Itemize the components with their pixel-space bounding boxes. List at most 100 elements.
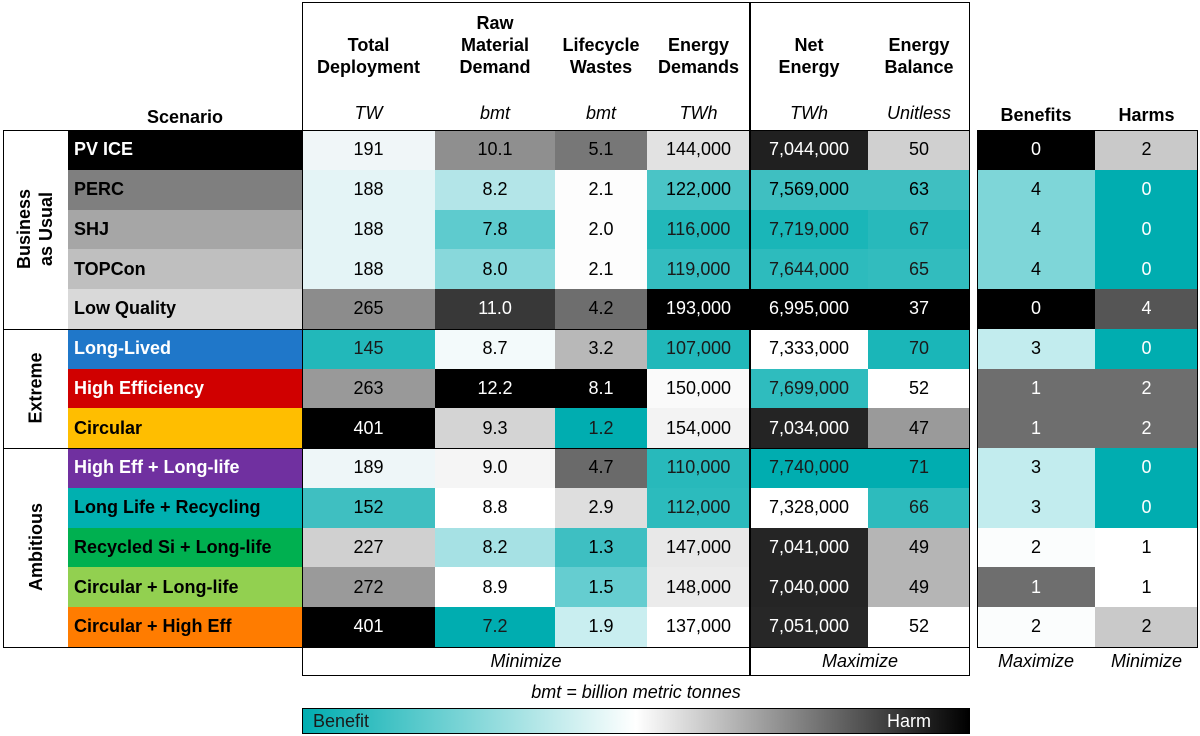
table-cell: 0 xyxy=(1095,209,1198,250)
table-cell: 63 xyxy=(868,169,970,210)
table-cell: 0 xyxy=(1095,169,1198,210)
table-cell: 107,000 xyxy=(647,328,750,369)
table-cell: 1.3 xyxy=(555,527,647,568)
table-cell: 71 xyxy=(868,448,970,488)
row-label: Low Quality xyxy=(68,289,302,329)
table-cell: 11.0 xyxy=(435,289,555,329)
row-label: Long Life + Recycling xyxy=(68,487,302,528)
table-cell: 8.2 xyxy=(435,527,555,568)
table-cell: 2 xyxy=(1095,408,1198,448)
table-cell: 4 xyxy=(977,249,1095,289)
table-cell: 8.7 xyxy=(435,328,555,369)
row-label: High Efficiency xyxy=(68,368,302,409)
table-cell: 188 xyxy=(302,169,435,210)
table-cell: 0 xyxy=(1095,448,1198,488)
row-label: PERC xyxy=(68,169,302,210)
column-unit: TWh xyxy=(790,102,828,123)
table-cell: 2 xyxy=(977,527,1095,568)
scenario-header: Scenario xyxy=(146,107,224,127)
table-cell: 263 xyxy=(302,368,435,409)
table-cell: 52 xyxy=(868,607,970,647)
group-label-text: Business as Usual xyxy=(14,189,57,270)
group-label: Business as Usual xyxy=(3,130,68,329)
table-cell: 0 xyxy=(1095,249,1198,289)
row-label: Circular xyxy=(68,408,302,448)
table-cell: 8.0 xyxy=(435,249,555,289)
row-label: PV ICE xyxy=(68,130,302,170)
table-cell: 2 xyxy=(1095,607,1198,647)
table-cell: 137,000 xyxy=(647,607,750,647)
table-cell: 2 xyxy=(1095,130,1198,170)
table-cell: 3.2 xyxy=(555,328,647,369)
row-label: Circular + High Eff xyxy=(68,607,302,647)
table-cell: 2.1 xyxy=(555,169,647,210)
table-cell: 70 xyxy=(868,328,970,369)
column-header: Energy Balance xyxy=(884,35,954,77)
table-cell: 4 xyxy=(977,209,1095,250)
table-cell: 8.2 xyxy=(435,169,555,210)
table-cell: 7,740,000 xyxy=(750,448,868,488)
table-cell: 7,644,000 xyxy=(750,249,868,289)
group-label-text: Ambitious xyxy=(25,503,46,592)
table-cell: 110,000 xyxy=(647,448,750,488)
table-cell: 3 xyxy=(977,328,1095,369)
table-cell: 65 xyxy=(868,249,970,289)
table-cell: 67 xyxy=(868,209,970,250)
table-cell: 2 xyxy=(977,607,1095,647)
colorscale-legend: Benefit Harm xyxy=(302,708,970,734)
table-cell: 10.1 xyxy=(435,130,555,170)
column-header: Lifecycle Wastes xyxy=(562,35,640,77)
table-cell: 37 xyxy=(868,289,970,329)
table-cell: 1 xyxy=(977,567,1095,607)
table-cell: 144,000 xyxy=(647,130,750,170)
table-cell: 145 xyxy=(302,328,435,369)
column-unit: TWh xyxy=(679,102,718,123)
row-label: Long-Lived xyxy=(68,328,302,369)
column-header: Energy Demands xyxy=(657,35,740,77)
column-unit: bmt xyxy=(479,102,510,123)
legend-low-label: Benefit xyxy=(313,710,370,731)
row-label: TOPCon xyxy=(68,249,302,289)
table-cell: 49 xyxy=(868,527,970,568)
column-unit: TW xyxy=(354,102,383,123)
group-label-text: Extreme xyxy=(25,352,46,424)
table-cell: 1 xyxy=(977,368,1095,409)
table-cell: 401 xyxy=(302,408,435,448)
table-cell: 272 xyxy=(302,567,435,607)
table-cell: 191 xyxy=(302,130,435,170)
table-cell: 148,000 xyxy=(647,567,750,607)
table-cell: 265 xyxy=(302,289,435,329)
table-cell: 7,040,000 xyxy=(750,567,868,607)
table-cell: 119,000 xyxy=(647,249,750,289)
table-cell: 147,000 xyxy=(647,527,750,568)
column-header: Raw Material Demand xyxy=(459,13,531,77)
table-cell: 2.1 xyxy=(555,249,647,289)
table-cell: 2.0 xyxy=(555,209,647,250)
table-cell: 7,034,000 xyxy=(750,408,868,448)
table-cell: 7,719,000 xyxy=(750,209,868,250)
table-cell: 8.8 xyxy=(435,487,555,528)
table-cell: 7,569,000 xyxy=(750,169,868,210)
table-cell: 7.8 xyxy=(435,209,555,250)
table-cell: 154,000 xyxy=(647,408,750,448)
table-cell: 1.2 xyxy=(555,408,647,448)
column-unit: bmt xyxy=(585,102,616,123)
table-cell: 7,044,000 xyxy=(750,130,868,170)
row-label: Recycled Si + Long-life xyxy=(68,527,302,568)
table-cell: 47 xyxy=(868,408,970,448)
footer-label: Maximize xyxy=(997,650,1074,671)
table-cell: 152 xyxy=(302,487,435,528)
footer-label: Minimize xyxy=(490,650,562,671)
table-cell: 1.5 xyxy=(555,567,647,607)
column-header: Total Deployment xyxy=(316,35,421,77)
table-cell: 150,000 xyxy=(647,368,750,409)
footer-label: Maximize xyxy=(821,650,898,671)
group-label: Extreme xyxy=(3,329,68,448)
table-cell: 188 xyxy=(302,249,435,289)
table-cell: 0 xyxy=(1095,328,1198,369)
table-cell: 3 xyxy=(977,448,1095,488)
table-cell: 4.2 xyxy=(555,289,647,329)
table-cell: 7,041,000 xyxy=(750,527,868,568)
table-cell: 7,328,000 xyxy=(750,487,868,528)
table-cell: 6,995,000 xyxy=(750,289,868,329)
